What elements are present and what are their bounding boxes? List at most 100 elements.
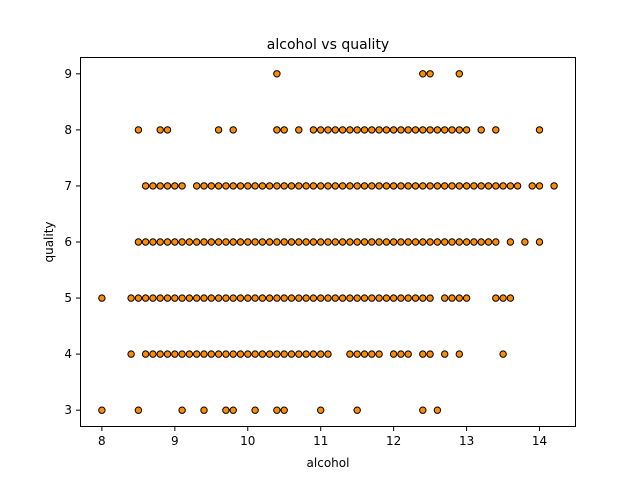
data-point xyxy=(535,182,544,190)
data-point xyxy=(353,238,361,246)
data-point xyxy=(302,182,310,190)
data-point xyxy=(455,238,463,246)
data-point xyxy=(331,126,339,134)
data-point xyxy=(368,294,376,302)
data-point xyxy=(331,294,339,302)
data-point xyxy=(397,294,405,302)
data-point xyxy=(426,126,434,134)
data-point xyxy=(353,350,361,358)
data-point xyxy=(287,238,296,246)
data-point xyxy=(156,350,164,358)
data-point xyxy=(346,294,354,302)
data-point xyxy=(222,238,230,246)
y-tick-label: 8 xyxy=(64,123,72,137)
data-point xyxy=(506,238,515,246)
data-point xyxy=(506,182,515,190)
data-point xyxy=(477,238,485,246)
data-point xyxy=(433,238,442,246)
data-point xyxy=(302,294,310,302)
data-point xyxy=(163,294,172,302)
data-point xyxy=(214,126,223,134)
data-point xyxy=(360,182,369,190)
data-point xyxy=(353,126,361,134)
data-point xyxy=(360,350,369,358)
data-point xyxy=(244,238,252,246)
data-point xyxy=(200,294,208,302)
data-point xyxy=(521,238,529,246)
data-point xyxy=(389,126,398,134)
data-point xyxy=(317,350,325,358)
data-point xyxy=(404,182,412,190)
data-point xyxy=(506,294,515,302)
data-point xyxy=(317,294,325,302)
data-point xyxy=(492,294,500,302)
data-point xyxy=(535,238,544,246)
data-point xyxy=(193,182,201,190)
data-point xyxy=(251,350,259,358)
data-point xyxy=(265,238,274,246)
y-tick-label: 5 xyxy=(64,291,72,305)
data-point xyxy=(134,294,143,302)
data-point xyxy=(419,238,427,246)
points-layer xyxy=(98,70,558,414)
data-point xyxy=(185,294,194,302)
data-point xyxy=(389,350,398,358)
data-point xyxy=(419,182,427,190)
data-point xyxy=(455,294,463,302)
data-point xyxy=(353,406,361,414)
data-point xyxy=(149,350,157,358)
data-point xyxy=(156,182,164,190)
data-point xyxy=(178,350,186,358)
data-point xyxy=(397,238,405,246)
data-point xyxy=(338,294,347,302)
x-tick-label: 12 xyxy=(386,434,401,448)
data-point xyxy=(295,350,303,358)
data-point xyxy=(149,294,157,302)
data-point xyxy=(499,294,507,302)
data-point xyxy=(404,238,412,246)
data-point xyxy=(477,126,485,134)
data-point xyxy=(484,238,493,246)
data-point xyxy=(193,238,201,246)
data-point xyxy=(309,350,318,358)
data-point xyxy=(404,294,412,302)
data-point xyxy=(309,126,318,134)
chart-title: alcohol vs quality xyxy=(267,37,389,53)
data-point xyxy=(141,350,150,358)
data-point xyxy=(411,126,420,134)
data-point xyxy=(178,406,186,414)
data-point xyxy=(295,182,303,190)
plot-frame xyxy=(80,57,576,427)
data-point xyxy=(346,126,354,134)
x-tick-label: 9 xyxy=(171,434,179,448)
data-point xyxy=(222,182,230,190)
data-point xyxy=(382,182,391,190)
data-point xyxy=(550,182,558,190)
data-point xyxy=(273,126,281,134)
data-point xyxy=(156,238,164,246)
data-point xyxy=(236,350,245,358)
data-point xyxy=(484,182,493,190)
data-point xyxy=(317,182,325,190)
data-point xyxy=(134,406,143,414)
data-point xyxy=(317,126,325,134)
data-point xyxy=(338,238,347,246)
data-point xyxy=(280,350,288,358)
data-point xyxy=(419,70,427,78)
data-point xyxy=(229,350,237,358)
y-tick-label: 4 xyxy=(64,347,72,361)
data-point xyxy=(193,350,201,358)
data-point xyxy=(207,182,216,190)
data-point xyxy=(149,182,157,190)
data-point xyxy=(419,126,427,134)
data-point xyxy=(441,126,449,134)
data-point xyxy=(368,238,376,246)
data-point xyxy=(273,350,281,358)
data-point xyxy=(360,238,369,246)
data-point xyxy=(375,126,383,134)
data-point xyxy=(273,70,281,78)
y-tick-label: 3 xyxy=(64,403,72,417)
data-point xyxy=(178,182,186,190)
y-tick-label: 9 xyxy=(64,67,72,81)
